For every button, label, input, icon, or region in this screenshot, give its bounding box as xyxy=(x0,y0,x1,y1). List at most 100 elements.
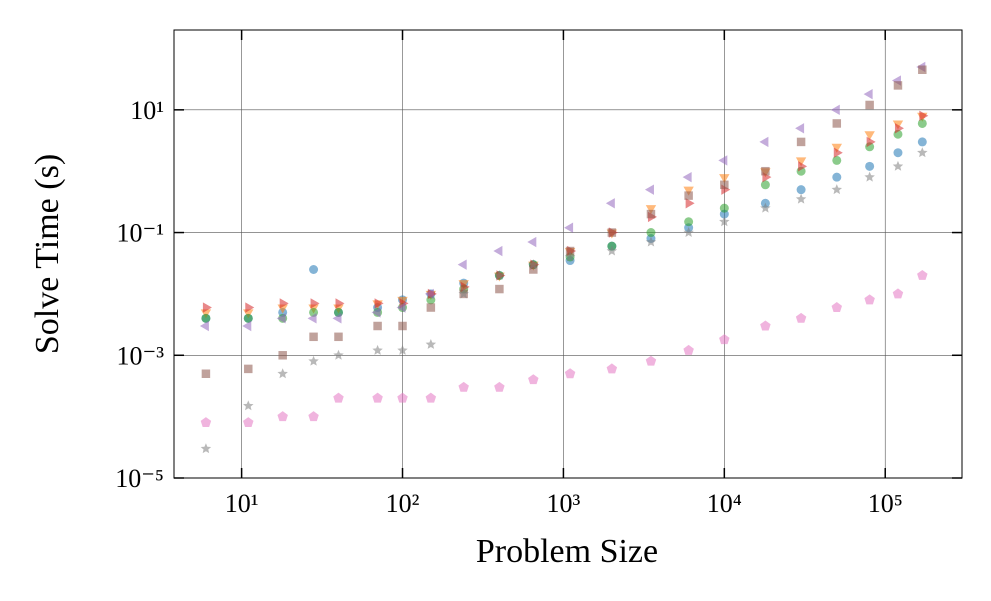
point xyxy=(863,88,873,100)
point xyxy=(645,355,657,366)
point xyxy=(372,344,383,355)
point xyxy=(243,313,253,323)
point xyxy=(831,184,843,195)
point xyxy=(865,100,874,110)
point xyxy=(917,118,927,128)
point xyxy=(720,180,729,190)
point xyxy=(796,137,806,147)
point xyxy=(917,137,927,147)
x-tick-label: 10⁵ xyxy=(868,489,903,518)
y-tick-label: 10⁻⁵ xyxy=(115,464,164,493)
point xyxy=(864,294,875,305)
point xyxy=(457,259,467,270)
point xyxy=(495,284,504,294)
point xyxy=(892,288,904,299)
point xyxy=(646,209,656,219)
point xyxy=(798,161,808,172)
point xyxy=(917,147,928,158)
point xyxy=(458,288,469,299)
point xyxy=(645,205,657,215)
point xyxy=(796,185,806,195)
x-tick-label: 10³ xyxy=(547,489,581,518)
x-tick-label: 10⁴ xyxy=(707,489,742,518)
point xyxy=(309,332,318,342)
point xyxy=(494,269,505,280)
point xyxy=(397,344,408,355)
point xyxy=(718,155,728,166)
point xyxy=(795,193,807,204)
point xyxy=(644,184,654,195)
point xyxy=(243,400,254,411)
point xyxy=(866,136,876,148)
point xyxy=(332,313,342,324)
y-axis-label: Solve Time (s) xyxy=(29,154,66,354)
point xyxy=(832,155,842,165)
point xyxy=(683,186,694,196)
point xyxy=(460,281,470,293)
point xyxy=(494,381,505,392)
point xyxy=(373,321,382,331)
point xyxy=(310,298,320,309)
x-tick-label: 10¹ xyxy=(225,489,259,518)
point xyxy=(425,392,437,403)
point xyxy=(831,143,842,153)
point xyxy=(760,180,770,190)
point xyxy=(277,411,288,422)
y-tick-label: 10¹ xyxy=(130,96,164,125)
point xyxy=(202,302,212,313)
point xyxy=(425,338,437,349)
point xyxy=(374,298,384,309)
point xyxy=(424,288,434,300)
point xyxy=(333,392,344,403)
point xyxy=(200,443,212,454)
point xyxy=(606,245,618,256)
x-axis-label: Problem Size xyxy=(476,533,658,570)
point xyxy=(893,81,903,90)
point xyxy=(396,302,406,313)
point xyxy=(795,312,807,323)
point xyxy=(833,147,843,158)
point xyxy=(684,217,694,227)
point xyxy=(279,298,289,309)
point xyxy=(832,172,842,182)
y-tick-label: 10⁻³ xyxy=(116,341,164,370)
point xyxy=(371,307,381,318)
x-tick-label: 10² xyxy=(386,489,420,518)
point xyxy=(201,313,211,323)
point xyxy=(645,236,657,247)
point xyxy=(683,227,694,238)
point xyxy=(761,166,770,176)
point xyxy=(335,298,345,309)
point xyxy=(334,332,343,342)
point xyxy=(894,123,904,134)
point xyxy=(719,203,729,213)
y-tick-label: 10⁻¹ xyxy=(116,219,164,248)
point xyxy=(244,364,253,374)
point xyxy=(864,171,875,182)
point xyxy=(864,131,875,141)
point xyxy=(308,411,319,422)
point xyxy=(918,65,927,74)
point xyxy=(564,222,574,233)
point xyxy=(606,363,618,374)
point xyxy=(277,368,288,379)
point xyxy=(682,171,692,183)
point xyxy=(917,269,928,280)
point xyxy=(646,228,656,238)
point xyxy=(605,198,615,209)
point xyxy=(919,110,929,121)
point xyxy=(892,160,904,171)
point xyxy=(719,216,730,227)
point xyxy=(760,202,771,213)
point xyxy=(333,349,344,360)
point xyxy=(527,236,537,248)
point xyxy=(830,104,840,116)
plot-frame xyxy=(173,29,963,479)
point xyxy=(685,198,695,209)
point xyxy=(493,245,503,257)
point xyxy=(528,259,539,270)
point xyxy=(372,392,383,403)
point xyxy=(719,334,730,345)
point xyxy=(795,157,807,167)
point xyxy=(245,302,255,313)
